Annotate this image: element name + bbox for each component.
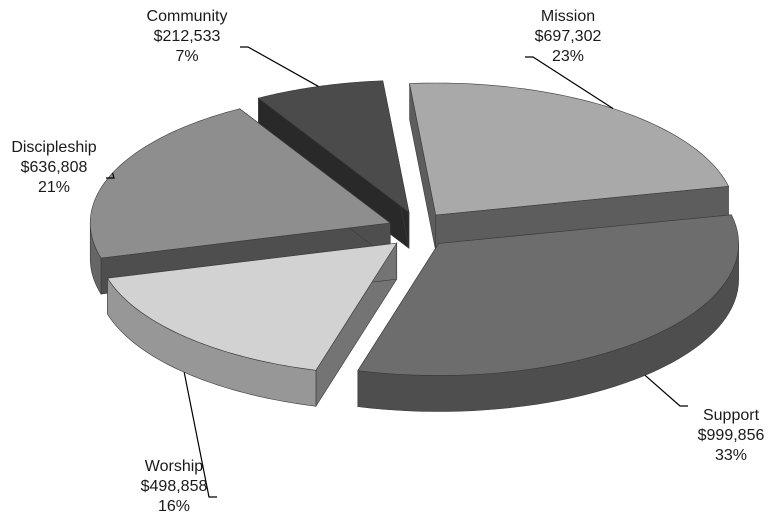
leader-line-support — [644, 374, 688, 407]
percent-label: 23% — [551, 48, 585, 65]
category-name: Community — [146, 8, 228, 25]
slice-top — [409, 82, 730, 216]
data-label-community: Community $212,533 7% — [134, 7, 240, 67]
value-label: $212,533 — [153, 28, 221, 45]
percent-label: 33% — [714, 447, 748, 464]
leader-lines — [106, 46, 688, 498]
slice-top — [357, 214, 739, 376]
category-name: Discipleship — [11, 139, 97, 156]
leader-line-mission — [525, 56, 614, 109]
leader-line-discipleship — [106, 172, 115, 179]
slices-layer — [89, 80, 739, 412]
leader-line-community — [240, 46, 319, 87]
slice-top — [89, 108, 392, 259]
value-label: $498,858 — [140, 478, 208, 495]
slice-worship — [107, 242, 398, 408]
slice-top — [107, 242, 398, 371]
percent-label: 21% — [37, 179, 71, 196]
category-name: Support — [702, 407, 760, 424]
percent-label: 16% — [157, 498, 191, 515]
value-label: $697,302 — [534, 28, 602, 45]
leader-line-worship — [183, 372, 217, 498]
slice-support — [357, 214, 739, 412]
category-name: Mission — [540, 8, 596, 25]
value-label: $636,808 — [20, 159, 88, 176]
slice-mission — [409, 82, 730, 252]
data-label-discipleship: Discipleship $636,808 21% — [2, 138, 106, 198]
category-name: Worship — [144, 458, 204, 475]
data-label-worship: Worship $498,858 16% — [131, 457, 217, 517]
percent-label: 7% — [175, 48, 199, 65]
value-label: $999,856 — [697, 427, 765, 444]
data-label-mission: Mission $697,302 23% — [525, 7, 611, 67]
data-label-support: Support $999,856 33% — [688, 406, 774, 466]
